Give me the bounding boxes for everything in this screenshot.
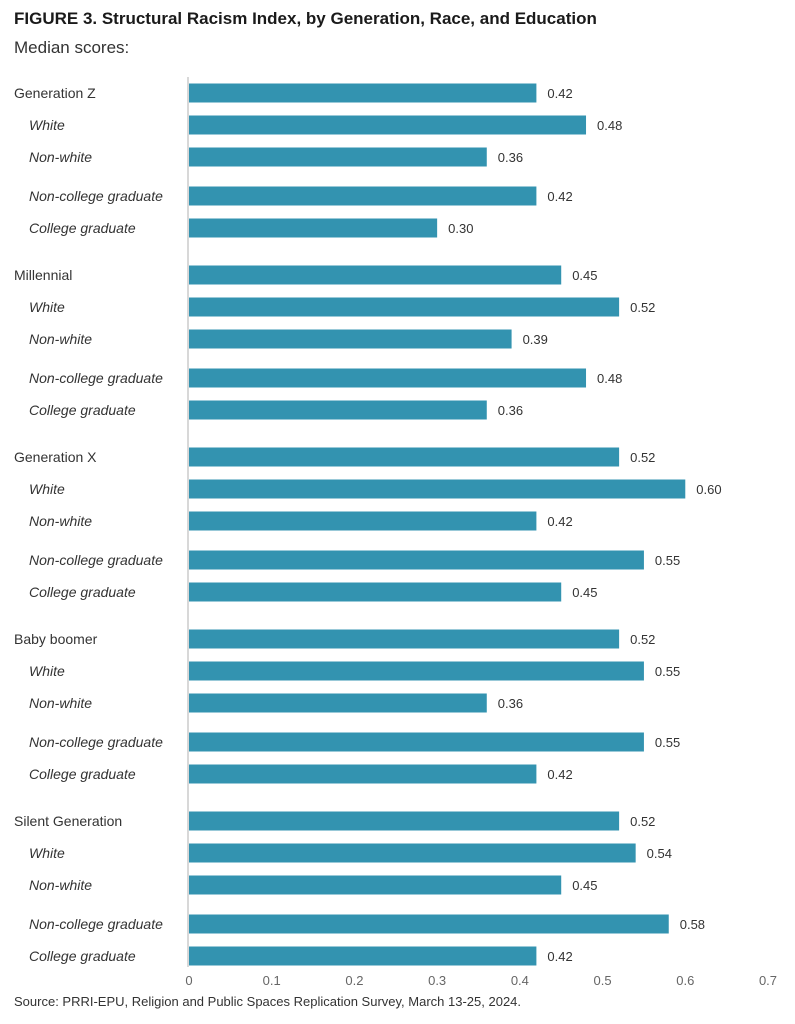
bar [189, 115, 587, 135]
data-label: 0.52 [630, 300, 655, 315]
category-label: Non-white [29, 513, 92, 529]
bar [189, 661, 644, 681]
bar [189, 329, 512, 349]
group-label: Generation Z [14, 85, 96, 101]
category-label: White [29, 481, 65, 497]
bar [189, 218, 438, 238]
x-tick-label: 0.1 [263, 973, 281, 988]
bar [189, 946, 537, 966]
data-label: 0.39 [523, 332, 548, 347]
category-label: College graduate [29, 948, 136, 964]
category-label: Non-white [29, 695, 92, 711]
bar [189, 764, 537, 784]
data-label: 0.52 [630, 814, 655, 829]
bar [189, 693, 487, 713]
x-tick-label: 0.5 [594, 973, 612, 988]
bar [189, 843, 636, 863]
bar [189, 297, 620, 317]
bar [189, 875, 562, 895]
category-label: Non-college graduate [29, 916, 163, 932]
bar [189, 447, 620, 467]
x-tick-label: 0.4 [511, 973, 529, 988]
data-label: 0.52 [630, 632, 655, 647]
category-label: White [29, 299, 65, 315]
x-tick-label: 0.3 [428, 973, 446, 988]
data-label: 0.42 [547, 514, 572, 529]
data-label: 0.36 [498, 403, 523, 418]
data-label: 0.48 [597, 371, 622, 386]
chart-subtitle: Median scores: [14, 38, 130, 57]
bar [189, 511, 537, 531]
bar [189, 629, 620, 649]
group-label: Millennial [14, 267, 72, 283]
bar [189, 811, 620, 831]
group-label: Generation X [14, 449, 97, 465]
data-label: 0.45 [572, 878, 597, 893]
data-label: 0.42 [547, 767, 572, 782]
category-label: College graduate [29, 402, 136, 418]
data-label: 0.58 [680, 917, 705, 932]
data-label: 0.42 [547, 86, 572, 101]
x-tick-label: 0.7 [759, 973, 777, 988]
bar [189, 186, 537, 206]
bar [189, 400, 487, 420]
data-label: 0.42 [547, 949, 572, 964]
data-label: 0.45 [572, 585, 597, 600]
x-tick-label: 0.2 [345, 973, 363, 988]
category-label: Non-college graduate [29, 734, 163, 750]
bar [189, 265, 562, 285]
bar [189, 582, 562, 602]
category-label: White [29, 117, 65, 133]
bar [189, 732, 644, 752]
data-label: 0.55 [655, 735, 680, 750]
group-label: Baby boomer [14, 631, 98, 647]
bar [189, 368, 587, 388]
data-label: 0.55 [655, 553, 680, 568]
data-label: 0.45 [572, 268, 597, 283]
data-label: 0.54 [647, 846, 672, 861]
category-label: College graduate [29, 766, 136, 782]
x-tick-label: 0.6 [676, 973, 694, 988]
bar [189, 83, 537, 103]
chart-title: FIGURE 3. Structural Racism Index, by Ge… [14, 9, 597, 28]
category-label: Non-college graduate [29, 188, 163, 204]
category-label: Non-college graduate [29, 552, 163, 568]
category-label: Non-white [29, 331, 92, 347]
source-note: Source: PRRI-EPU, Religion and Public Sp… [14, 994, 522, 1009]
bar [189, 147, 487, 167]
bar [189, 550, 644, 570]
data-label: 0.30 [448, 221, 473, 236]
bar [189, 914, 669, 934]
data-label: 0.48 [597, 118, 622, 133]
data-label: 0.36 [498, 150, 523, 165]
category-label: White [29, 663, 65, 679]
data-label: 0.36 [498, 696, 523, 711]
category-label: Non-college graduate [29, 370, 163, 386]
group-label: Silent Generation [14, 813, 122, 829]
data-label: 0.55 [655, 664, 680, 679]
category-label: College graduate [29, 220, 136, 236]
data-label: 0.52 [630, 450, 655, 465]
category-label: College graduate [29, 584, 136, 600]
category-label: White [29, 845, 65, 861]
data-label: 0.60 [696, 482, 721, 497]
category-label: Non-white [29, 149, 92, 165]
bar [189, 479, 686, 499]
data-label: 0.42 [547, 189, 572, 204]
x-tick-label: 0 [185, 973, 192, 988]
category-label: Non-white [29, 877, 92, 893]
